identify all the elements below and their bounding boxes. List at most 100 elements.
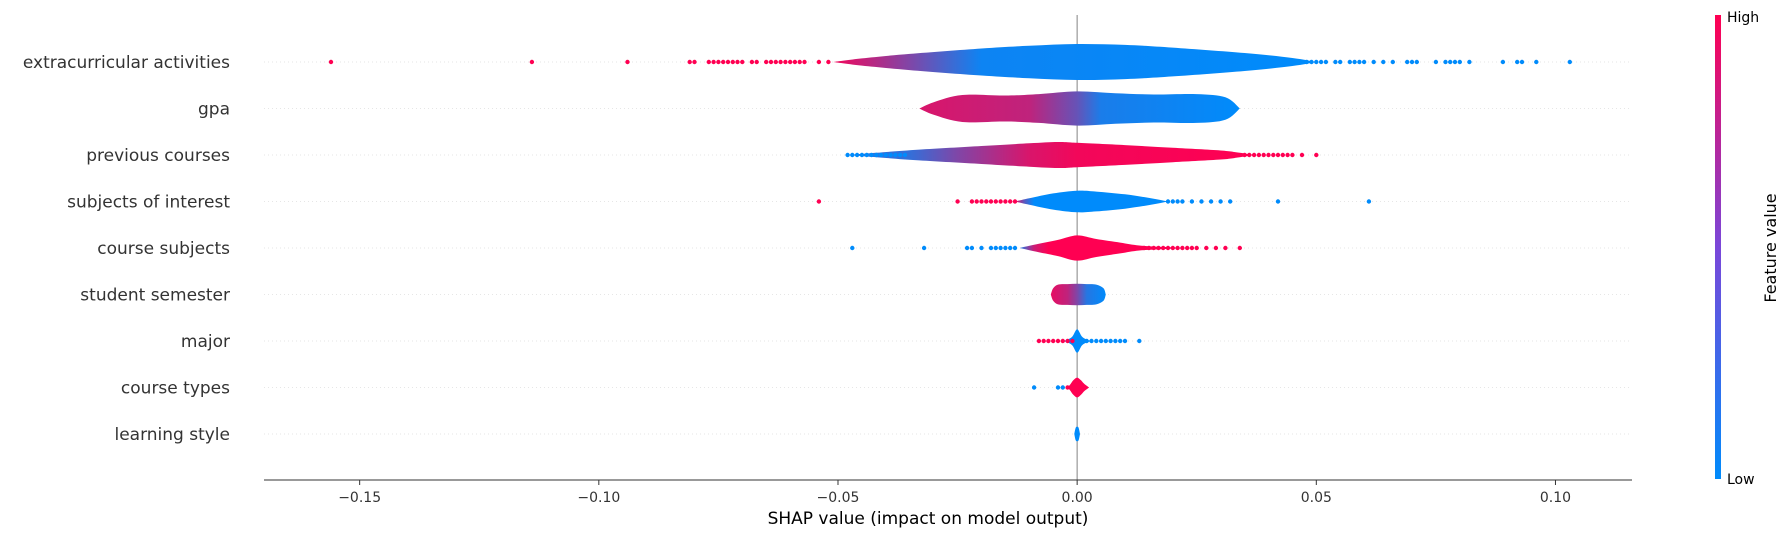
row-gridlines <box>264 61 1632 435</box>
shap-point <box>874 152 879 158</box>
shap-point <box>783 59 788 65</box>
shap-point <box>1113 338 1118 344</box>
shap-point <box>1357 59 1362 65</box>
shap-point <box>1390 59 1396 65</box>
shap-point <box>773 59 778 65</box>
shap-point <box>974 199 979 204</box>
violin-shape <box>919 91 1240 126</box>
shap-point <box>1060 338 1066 344</box>
shap-point <box>1194 245 1199 251</box>
shap-point <box>1443 59 1448 65</box>
shap-point <box>1003 199 1008 204</box>
shap-point <box>883 152 888 158</box>
shap-point <box>1204 245 1209 251</box>
shap-point <box>1366 199 1372 204</box>
colorbar-gradient <box>1715 15 1721 479</box>
shap-point <box>850 152 855 158</box>
shap-point <box>792 59 798 65</box>
shap-point <box>1361 59 1367 65</box>
shap-point <box>1084 338 1089 344</box>
shap-point <box>955 199 960 204</box>
shap-point <box>754 59 759 65</box>
shap-point <box>1500 59 1506 65</box>
shap-point <box>711 59 716 65</box>
shap-point <box>749 59 755 65</box>
shap-point <box>998 199 1003 204</box>
shap-point <box>1515 59 1520 65</box>
shap-point <box>1452 59 1458 65</box>
x-tick-label: 0.10 <box>1540 490 1571 506</box>
shap-point <box>1175 245 1180 251</box>
shap-point <box>921 245 927 251</box>
shap-point <box>1256 152 1262 158</box>
shap-point <box>1295 59 1300 65</box>
colorbar: High Low Feature value <box>1715 10 1780 488</box>
shap-point <box>1156 245 1161 251</box>
shap-point <box>898 152 903 158</box>
shap-point <box>1333 59 1338 65</box>
shap-point <box>816 199 822 204</box>
shap-point <box>797 59 802 65</box>
shap-point <box>979 245 984 251</box>
shap-point <box>1175 199 1180 204</box>
shap-point <box>687 59 692 65</box>
shap-point <box>902 152 908 158</box>
shap-point <box>778 59 783 65</box>
shap-point <box>716 59 721 65</box>
shap-point <box>1467 59 1472 65</box>
shap-point <box>1055 385 1061 390</box>
feature-label: previous courses <box>86 146 230 166</box>
shap-point <box>725 59 731 65</box>
shap-point <box>845 152 850 158</box>
shap-point <box>869 152 874 158</box>
shap-point <box>764 59 769 65</box>
feature-labels: extracurricular activities gpa previous co… <box>23 53 230 445</box>
shap-point <box>1223 245 1228 251</box>
shap-point <box>1065 338 1070 344</box>
shap-point <box>1409 59 1415 65</box>
shap-point <box>1108 338 1113 344</box>
shap-point <box>1271 152 1276 158</box>
shap-point <box>1180 199 1185 204</box>
feature-label: major <box>181 332 230 352</box>
shap-point <box>1008 245 1013 251</box>
shap-point <box>1352 59 1357 65</box>
violin-shape <box>1015 190 1168 213</box>
shap-point <box>964 245 970 251</box>
shap-point <box>988 245 994 251</box>
shap-point <box>1381 59 1386 65</box>
violin-shape <box>833 43 1317 81</box>
shap-point <box>1074 431 1080 437</box>
shap-point <box>692 59 697 65</box>
violin-shape <box>847 141 1255 169</box>
shap-point <box>328 59 334 65</box>
shap-point <box>979 199 984 204</box>
shap-point <box>802 59 807 65</box>
shap-point <box>1347 59 1353 65</box>
shap-point <box>1008 199 1013 204</box>
shap-point <box>1299 152 1305 158</box>
shap-point <box>1213 245 1219 251</box>
shap-point <box>1031 385 1037 390</box>
shap-point <box>1266 152 1271 158</box>
outlier-points <box>328 59 1573 437</box>
shap-point <box>1285 152 1290 158</box>
x-tick-label: −0.15 <box>338 490 381 506</box>
shap-point <box>1046 338 1051 344</box>
shap-point <box>988 199 994 204</box>
shap-point <box>706 59 711 65</box>
shap-point <box>969 245 975 251</box>
shap-point <box>826 59 831 65</box>
shap-point <box>1261 152 1266 158</box>
shap-point <box>1251 152 1257 158</box>
violin-shape <box>1067 377 1090 398</box>
shap-point <box>1567 59 1573 65</box>
shap-point <box>768 59 774 65</box>
feature-label: course subjects <box>97 239 230 259</box>
shap-point <box>1323 59 1329 65</box>
shap-point <box>721 59 726 65</box>
x-tick-label: −0.10 <box>577 490 620 506</box>
shap-point <box>1070 338 1075 344</box>
shap-point <box>859 152 865 158</box>
